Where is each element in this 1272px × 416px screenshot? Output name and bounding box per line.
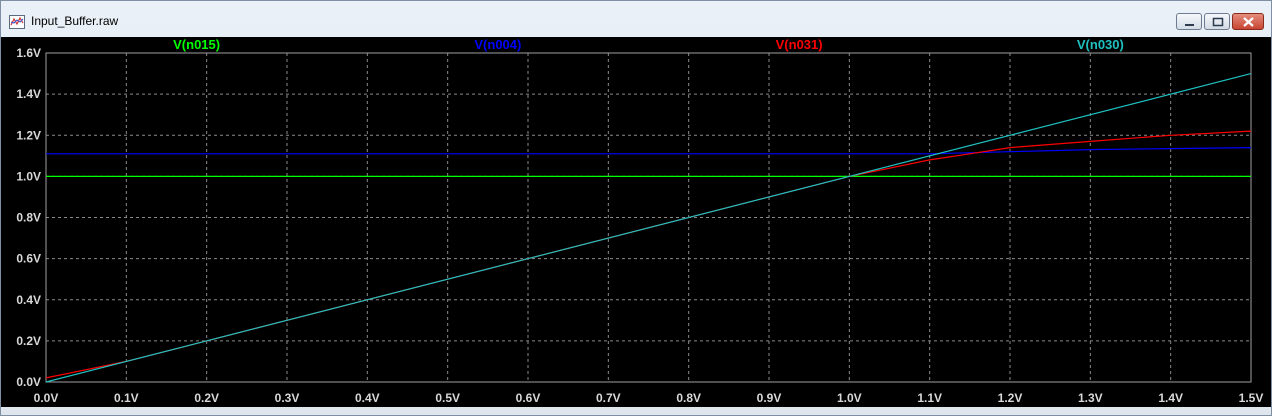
y-tick-label: 1.4V (16, 87, 41, 101)
legend-label: V(n030) (1077, 37, 1124, 52)
x-tick-label: 1.0V (837, 391, 862, 405)
series-line-vn004 (46, 147, 1252, 155)
close-button[interactable] (1232, 13, 1264, 30)
window-bottom-border (1, 407, 1271, 415)
x-tick-label: 0.3V (275, 391, 300, 405)
y-tick-label: 0.4V (16, 293, 41, 307)
voltage-chart[interactable]: 0.0V 0.1V 0.2V 0.3V 0.4V 0.5V 0.6V 0.7V 0.8V 0.9V… (1, 37, 1271, 407)
x-tick-label: 1.1V (917, 391, 942, 405)
x-tick-label: 0.4V (355, 391, 380, 405)
x-tick-label: 1.2V (998, 391, 1023, 405)
title-bar[interactable]: Input_Buffer.raw (1, 1, 1271, 41)
x-tick-label: 0.5V (435, 391, 460, 405)
maximize-button[interactable] (1204, 13, 1230, 30)
y-tick-label: 1.6V (16, 46, 41, 60)
y-tick-label: 0.2V (16, 334, 41, 348)
minimize-icon (1185, 24, 1194, 26)
x-tick-label: 0.6V (516, 391, 541, 405)
y-tick-label: 1.2V (16, 128, 41, 142)
close-icon (1243, 17, 1254, 27)
y-tick-label: 1.0V (16, 169, 41, 183)
y-tick-label: 0.6V (16, 252, 41, 266)
x-tick-label: 1.5V (1239, 391, 1264, 405)
x-tick-label: 1.4V (1158, 391, 1183, 405)
plot-frame (45, 52, 1252, 383)
x-tick-label: 0.9V (757, 391, 782, 405)
y-tick-label: 0.8V (16, 211, 41, 225)
x-tick-label: 1.3V (1078, 391, 1103, 405)
maximize-icon (1212, 17, 1224, 27)
x-tick-label: 0.7V (596, 391, 621, 405)
window-title: Input_Buffer.raw (31, 14, 119, 28)
series-line-vn030 (45, 73, 1252, 383)
minimize-button[interactable] (1176, 13, 1202, 30)
x-tick-label: 0.1V (114, 391, 139, 405)
x-tick-label: 0.2V (194, 391, 219, 405)
legend-label: V(n015) (173, 37, 220, 52)
legend-label: V(n004) (474, 37, 521, 52)
plot-area[interactable]: 0.0V 0.1V 0.2V 0.3V 0.4V 0.5V 0.6V 0.7V 0.8V 0.9V… (1, 37, 1271, 407)
y-tick-label: 0.0V (16, 375, 41, 389)
x-tick-label: 0.0V (34, 391, 59, 405)
legend-label: V(n031) (776, 37, 823, 52)
waveform-viewer-icon (9, 15, 25, 29)
x-tick-label: 0.8V (676, 391, 701, 405)
